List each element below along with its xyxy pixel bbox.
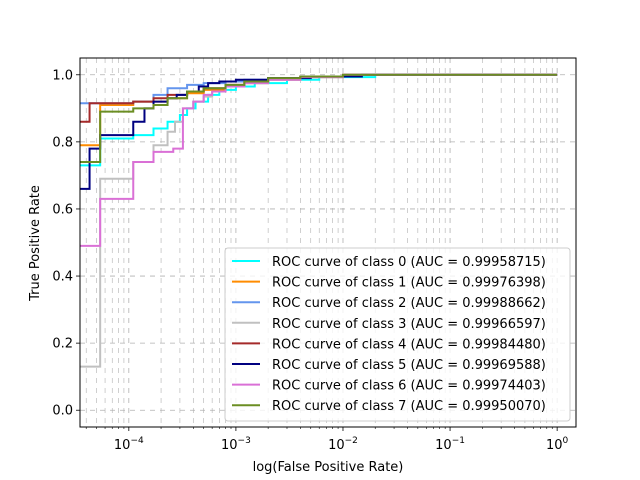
x-tick-label: 10−1 — [435, 436, 465, 453]
legend: ROC curve of class 0 (AUC = 0.99958715) R… — [224, 247, 571, 422]
x-axis-ticks: 10−4 10−3 10−2 10−1 100 — [85, 427, 569, 453]
y-tick-label: 1.0 — [52, 68, 73, 83]
roc-curve-class-7 — [80, 73, 558, 163]
grid — [80, 58, 576, 427]
y-tick-label: 0.8 — [52, 135, 73, 150]
roc-curve-class-6 — [80, 73, 558, 247]
x-tick-label: 10−3 — [221, 436, 251, 453]
legend-label-class-3: ROC curve of class 3 (AUC = 0.99966597) — [272, 317, 546, 332]
y-tick-label: 0.0 — [52, 404, 73, 419]
legend-box — [224, 247, 571, 422]
y-tick-label: 0.2 — [52, 337, 73, 352]
series-layer — [80, 73, 558, 368]
x-tick-label: 10−2 — [328, 436, 358, 453]
y-axis-label: True Positive Rate — [28, 185, 43, 302]
y-tick-label: 0.4 — [52, 270, 73, 285]
legend-label-class-6: ROC curve of class 6 (AUC = 0.99974403) — [272, 379, 546, 394]
plot-frame — [79, 57, 577, 428]
x-axis-label: log(False Positive Rate) — [253, 460, 404, 475]
y-axis-ticks: 0.0 0.2 0.4 0.6 0.8 1.0 — [52, 68, 80, 419]
x-tick-label: 100 — [546, 436, 569, 453]
legend-label-class-4: ROC curve of class 4 (AUC = 0.99984480) — [272, 337, 546, 352]
legend-label-class-5: ROC curve of class 5 (AUC = 0.99969588) — [272, 358, 546, 373]
x-tick-label: 10−4 — [114, 436, 144, 453]
y-tick-label: 0.6 — [52, 202, 73, 217]
legend-label-class-2: ROC curve of class 2 (AUC = 0.99988662) — [272, 296, 546, 311]
legend-label-class-0: ROC curve of class 0 (AUC = 0.99958715) — [272, 255, 546, 270]
legend-label-class-1: ROC curve of class 1 (AUC = 0.99976398) — [272, 276, 546, 291]
legend-label-class-7: ROC curve of class 7 (AUC = 0.99950070) — [272, 399, 546, 414]
